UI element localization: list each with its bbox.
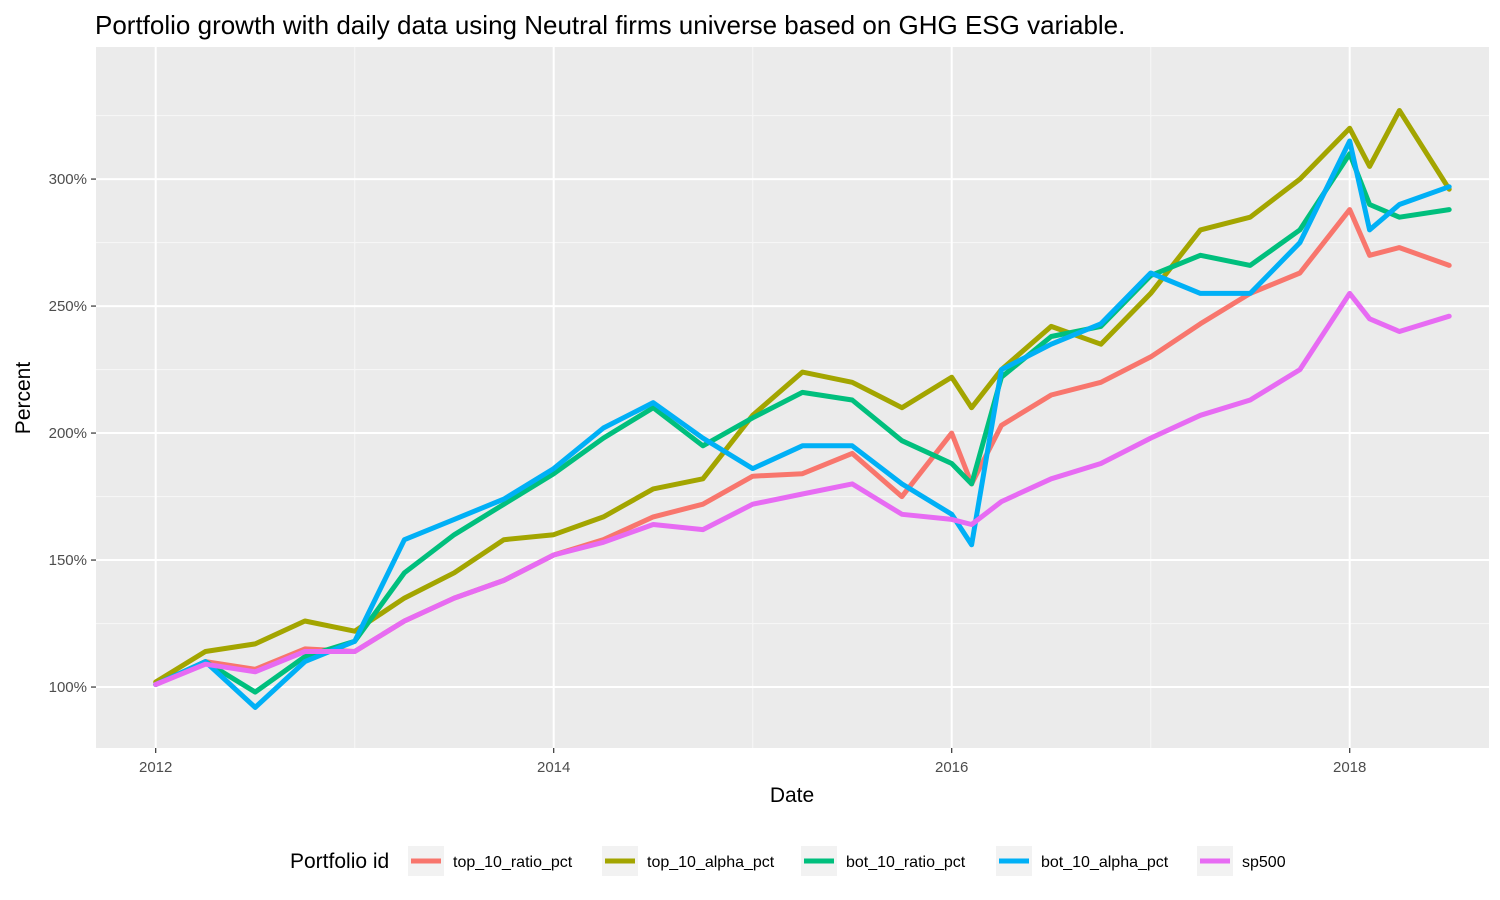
series-line-bot_10_alpha_pct bbox=[153, 138, 1452, 710]
x-tick-label: 2018 bbox=[1333, 759, 1366, 776]
x-tick-label: 2012 bbox=[139, 759, 172, 776]
legend-label-sp500: sp500 bbox=[1242, 854, 1286, 871]
legend: Portfolio id top_10_ratio_pct top_10_alph… bbox=[290, 846, 1286, 876]
legend-title: Portfolio id bbox=[290, 850, 389, 873]
y-tick-label: 200% bbox=[49, 425, 87, 442]
x-tick-label: 2014 bbox=[537, 759, 570, 776]
chart-title: Portfolio growth with daily data using N… bbox=[95, 10, 1125, 40]
y-tick-label: 300% bbox=[49, 171, 87, 188]
x-axis: 2012 2014 2016 2018 bbox=[139, 748, 1366, 776]
y-tick-label: 100% bbox=[49, 679, 87, 696]
legend-items: top_10_ratio_pct top_10_alpha_pct bot_10_r… bbox=[408, 846, 1286, 876]
x-axis-title: Date bbox=[770, 784, 814, 807]
series-line-bot_10_ratio_pct bbox=[153, 151, 1452, 695]
series-line-sp500 bbox=[153, 290, 1452, 687]
series-line-top_10_alpha_pct bbox=[153, 108, 1452, 685]
x-tick-label: 2016 bbox=[935, 759, 968, 776]
legend-label-top_10_alpha_pct: top_10_alpha_pct bbox=[647, 854, 775, 871]
grid-major bbox=[96, 47, 1489, 748]
legend-label-top_10_ratio_pct: top_10_ratio_pct bbox=[453, 854, 573, 871]
legend-label-bot_10_alpha_pct: bot_10_alpha_pct bbox=[1041, 854, 1169, 871]
series-layer bbox=[153, 108, 1452, 710]
y-tick-label: 250% bbox=[49, 298, 87, 315]
legend-label-bot_10_ratio_pct: bot_10_ratio_pct bbox=[846, 854, 966, 871]
y-axis: 100% 150% 200% 250% 300% bbox=[49, 171, 96, 696]
grid-minor bbox=[96, 47, 1489, 748]
y-axis-title: Percent bbox=[12, 362, 35, 435]
y-tick-label: 150% bbox=[49, 552, 87, 569]
